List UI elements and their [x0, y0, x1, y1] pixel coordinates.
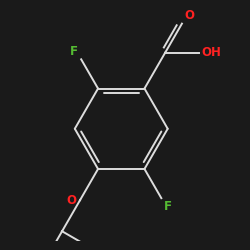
Text: O: O	[66, 194, 76, 206]
Text: F: F	[164, 200, 172, 213]
Text: F: F	[70, 45, 78, 58]
Text: O: O	[184, 9, 194, 22]
Text: OH: OH	[201, 46, 221, 59]
